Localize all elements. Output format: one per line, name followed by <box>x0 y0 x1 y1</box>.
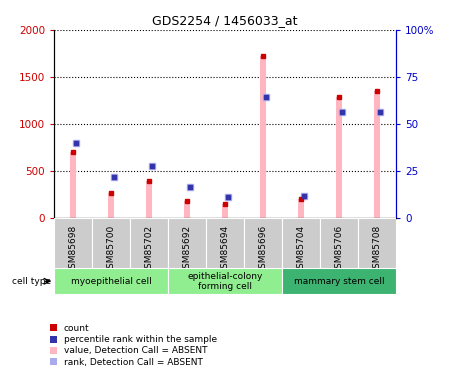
Bar <box>282 268 396 294</box>
Bar <box>320 217 358 268</box>
Text: GSM85706: GSM85706 <box>334 225 343 274</box>
Bar <box>108 193 114 217</box>
Text: GSM85700: GSM85700 <box>107 225 116 274</box>
Bar <box>260 56 266 217</box>
Bar <box>92 217 130 268</box>
Bar <box>282 217 320 268</box>
Text: GSM85696: GSM85696 <box>258 225 267 274</box>
Text: GSM85708: GSM85708 <box>373 225 382 274</box>
Bar <box>130 217 168 268</box>
Text: GSM85698: GSM85698 <box>68 225 77 274</box>
Bar <box>168 268 282 294</box>
Bar <box>221 204 229 218</box>
Bar <box>244 217 282 268</box>
Text: myoepithelial cell: myoepithelial cell <box>71 277 151 286</box>
Bar <box>184 201 190 217</box>
Text: GSM85692: GSM85692 <box>183 225 192 274</box>
Bar <box>206 217 244 268</box>
Legend: count, percentile rank within the sample, value, Detection Call = ABSENT, rank, : count, percentile rank within the sample… <box>50 324 217 367</box>
Text: GSM85702: GSM85702 <box>144 225 153 274</box>
Bar <box>54 217 92 268</box>
Text: epithelial-colony
forming cell: epithelial-colony forming cell <box>187 272 263 291</box>
Bar <box>336 97 342 218</box>
Text: cell type: cell type <box>12 277 54 286</box>
Text: mammary stem cell: mammary stem cell <box>294 277 384 286</box>
Text: GSM85704: GSM85704 <box>297 225 306 274</box>
Bar <box>168 217 206 268</box>
Bar <box>358 217 396 268</box>
Bar <box>374 92 380 218</box>
Text: GSM85694: GSM85694 <box>220 225 230 274</box>
Bar <box>146 181 153 218</box>
Bar <box>297 199 304 217</box>
Bar <box>70 152 76 217</box>
Bar <box>54 268 168 294</box>
Title: GDS2254 / 1456033_at: GDS2254 / 1456033_at <box>152 15 298 27</box>
